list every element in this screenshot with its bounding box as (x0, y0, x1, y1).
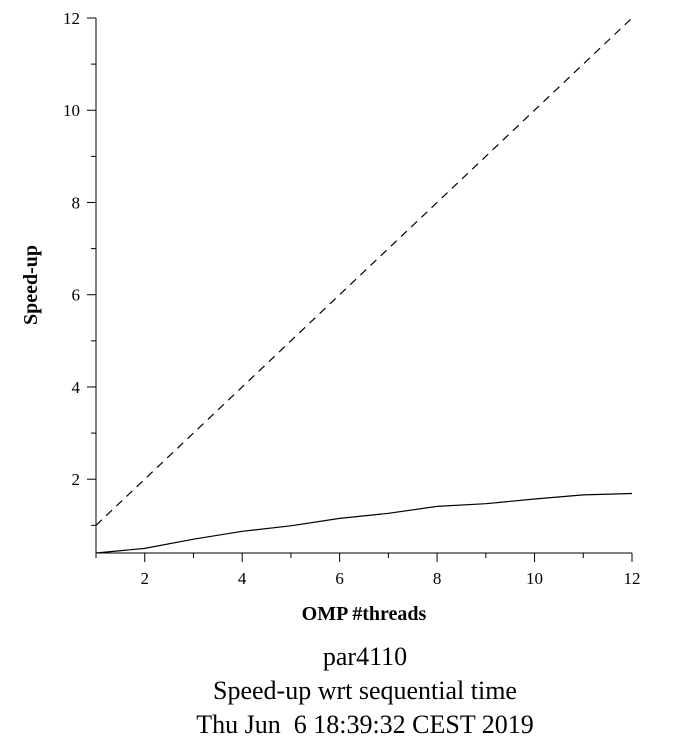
series-layer (95, 17, 633, 554)
ideal-speedup-line (95, 17, 633, 526)
x-tick-label: 10 (526, 569, 543, 588)
caption-line-2: Speed-up wrt sequential time (213, 676, 517, 705)
chart-svg: 2 4 6 8 10 12 2 4 6 8 10 12 OMP #threads Speed-up (20, 9, 641, 625)
y-tick-label: 8 (72, 193, 81, 212)
x-tick-label: 2 (140, 569, 149, 588)
y-tick-label: 2 (72, 470, 81, 489)
caption-line-3: Thu Jun 6 18:39:32 CEST 2019 (196, 710, 534, 739)
x-tick-label: 8 (433, 569, 442, 588)
y-axis-title: Speed-up (20, 245, 42, 325)
x-axis-title: OMP #threads (302, 603, 427, 625)
measured-speedup-line (95, 492, 633, 554)
y-tick-label: 12 (63, 9, 80, 28)
x-tick-label: 4 (238, 569, 247, 588)
y-tick-label: 6 (72, 286, 81, 305)
axes: 2 4 6 8 10 12 2 4 6 8 10 12 (63, 9, 641, 588)
x-tick-label: 6 (335, 569, 344, 588)
y-tick-label: 10 (63, 101, 80, 120)
y-tick-label: 4 (72, 378, 81, 397)
caption-line-1: par4110 (322, 642, 408, 671)
x-tick-label: 12 (624, 569, 641, 588)
